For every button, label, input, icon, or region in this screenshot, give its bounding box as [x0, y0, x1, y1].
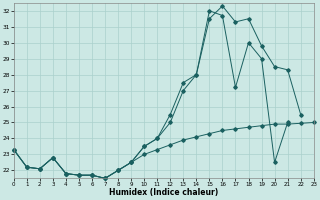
X-axis label: Humidex (Indice chaleur): Humidex (Indice chaleur) [109, 188, 218, 197]
